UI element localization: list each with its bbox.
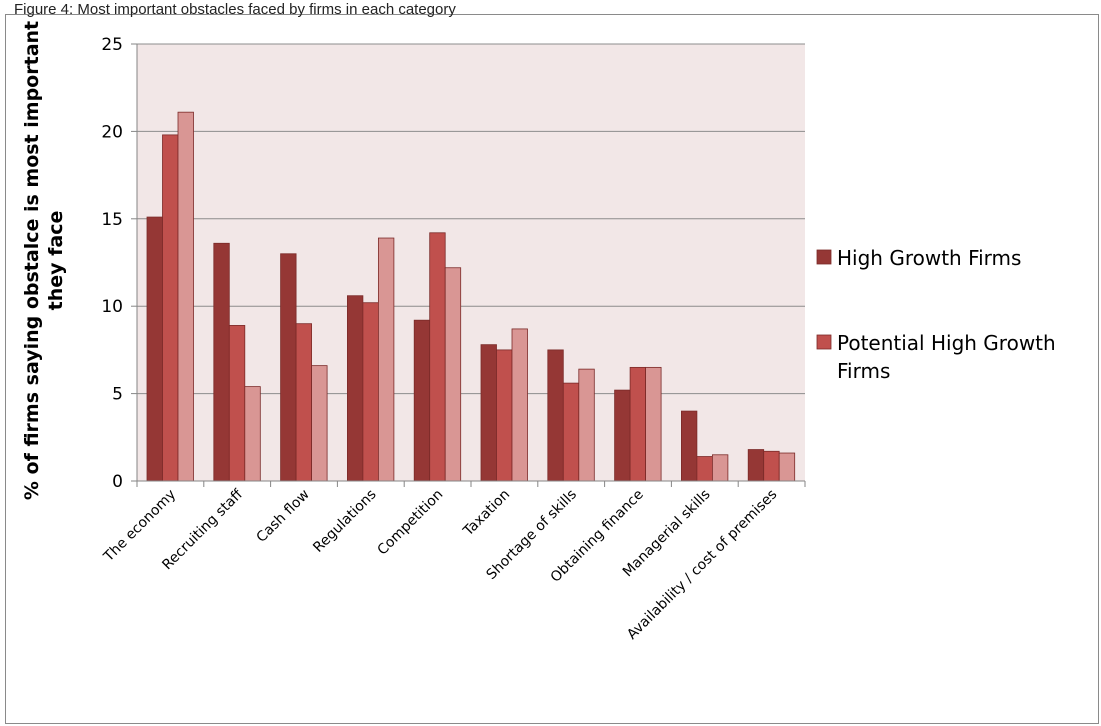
- bar-3-2: [244, 386, 261, 482]
- bar-1-5: [413, 319, 431, 482]
- y-tick-label: 15: [101, 210, 123, 230]
- bar-3-8: [645, 366, 662, 482]
- bar-2-7: [562, 382, 580, 482]
- bar-1-6: [480, 344, 497, 482]
- bar-2-6: [496, 349, 513, 482]
- y-tick-label: 20: [101, 122, 123, 142]
- y-axis-title: % of firms saying obstalce is most impor…: [21, 21, 67, 500]
- x-category-label: Regulations: [310, 487, 379, 556]
- bar-2-9: [696, 456, 713, 482]
- bar-1-4: [346, 295, 364, 482]
- y-tick-label: 5: [112, 385, 123, 405]
- legend-label: Potential High Growth: [837, 331, 1056, 355]
- bar-1-7: [547, 349, 564, 482]
- bar-3-7: [578, 368, 595, 482]
- bar-1-1: [146, 216, 163, 482]
- x-category-label: Competition: [375, 487, 447, 559]
- bar-1-8: [614, 389, 631, 482]
- bar-2-2: [228, 325, 246, 482]
- y-axis-title-line: they face: [45, 211, 67, 311]
- bar-3-9: [712, 454, 729, 482]
- bar-1-10: [747, 449, 765, 482]
- x-category-label: Taxation: [460, 487, 513, 540]
- bar-2-3: [295, 323, 313, 482]
- legend-swatch: [816, 249, 832, 265]
- legend-label: Firms: [837, 359, 890, 383]
- bar-1-3: [280, 253, 297, 482]
- x-category-label: Availability / cost of premises: [624, 487, 780, 643]
- bar-2-4: [362, 302, 379, 482]
- bar-2-1: [162, 134, 179, 482]
- x-category-label: Cash flow: [254, 487, 313, 546]
- bar-3-3: [311, 365, 328, 482]
- bar-2-10: [763, 450, 780, 482]
- bar-3-6: [511, 328, 528, 482]
- bar-1-2: [213, 242, 230, 482]
- bar-1-9: [681, 410, 698, 482]
- y-axis-title-line: % of firms saying obstalce is most impor…: [21, 21, 43, 500]
- bar-3-1: [177, 111, 194, 482]
- bar-3-4: [377, 237, 395, 482]
- bar-2-5: [429, 232, 446, 482]
- y-tick-label: 25: [101, 35, 123, 55]
- legend-label: High Growth Firms: [837, 246, 1021, 270]
- figure-caption: Figure 4: Most important obstacles faced…: [14, 1, 456, 18]
- legend-swatch: [816, 334, 832, 350]
- y-tick-label: 0: [112, 472, 123, 492]
- y-tick-label: 10: [101, 297, 123, 317]
- bar-3-10: [778, 452, 796, 482]
- bar-2-8: [629, 366, 646, 482]
- bar-3-5: [444, 267, 462, 482]
